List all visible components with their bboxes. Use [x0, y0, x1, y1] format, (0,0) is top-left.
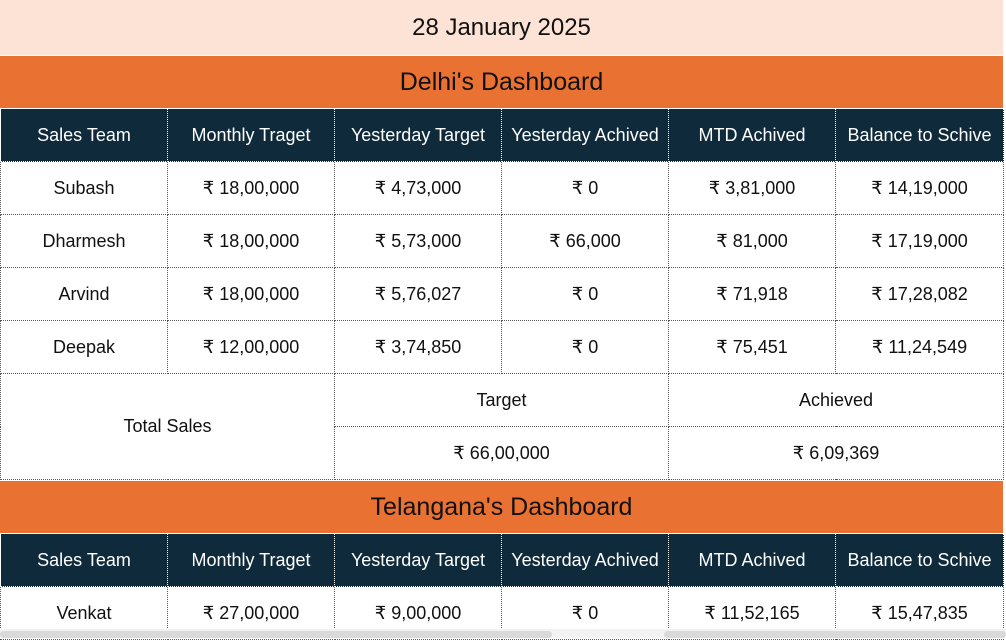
- cell-yesterday-target[interactable]: ₹ 3,74,850: [334, 320, 502, 374]
- delhi-dashboard-title[interactable]: Delhi's Dashboard: [0, 55, 1003, 108]
- table-row: Arvind ₹ 18,00,000 ₹ 5,76,027 ₹ 0 ₹ 71,9…: [0, 267, 1004, 321]
- header-sales-team[interactable]: Sales Team: [0, 108, 168, 162]
- total-sales-label[interactable]: Total Sales: [0, 373, 335, 480]
- cell-balance[interactable]: ₹ 14,19,000: [835, 161, 1004, 215]
- header-yesterday-target[interactable]: Yesterday Target: [334, 108, 502, 162]
- total-target-label[interactable]: Target: [334, 373, 669, 427]
- header-monthly-target[interactable]: Monthly Traget: [167, 108, 335, 162]
- total-sales-row: Total Sales Target Achieved: [0, 373, 1004, 480]
- cell-sales-team[interactable]: Dharmesh: [0, 214, 168, 268]
- cell-balance[interactable]: ₹ 11,24,549: [835, 320, 1004, 374]
- cell-monthly-target[interactable]: ₹ 18,00,000: [167, 214, 335, 268]
- cell-mtd-achieved[interactable]: ₹ 3,81,000: [668, 161, 836, 215]
- cell-yesterday-achieved[interactable]: ₹ 66,000: [501, 214, 669, 268]
- header-balance[interactable]: Balance to Schive: [835, 533, 1004, 587]
- cell-monthly-target[interactable]: ₹ 18,00,000: [167, 161, 335, 215]
- total-target-value[interactable]: ₹ 66,00,000: [334, 426, 669, 480]
- total-values-row: ₹ 66,00,000 ₹ 6,09,369: [1, 426, 1004, 480]
- cell-sales-team[interactable]: Deepak: [0, 320, 168, 374]
- cell-mtd-achieved[interactable]: ₹ 81,000: [668, 214, 836, 268]
- delhi-sales-table: Sales Team Monthly Traget Yesterday Targ…: [0, 108, 1004, 480]
- header-mtd-achieved[interactable]: MTD Achived: [668, 108, 836, 162]
- header-mtd-achieved[interactable]: MTD Achived: [668, 533, 836, 587]
- cell-balance[interactable]: ₹ 17,19,000: [835, 214, 1004, 268]
- cell-sales-team[interactable]: Subash: [0, 161, 168, 215]
- cell-yesterday-target[interactable]: ₹ 4,73,000: [334, 161, 502, 215]
- header-yesterday-achieved[interactable]: Yesterday Achived: [501, 533, 669, 587]
- telangana-dashboard-title[interactable]: Telangana's Dashboard: [0, 480, 1003, 533]
- header-balance[interactable]: Balance to Schive: [835, 108, 1004, 162]
- horizontal-scrollbar-segment[interactable]: [664, 631, 1006, 638]
- cell-monthly-target[interactable]: ₹ 18,00,000: [167, 267, 335, 321]
- report-date[interactable]: 28 January 2025: [0, 0, 1003, 55]
- header-yesterday-target[interactable]: Yesterday Target: [334, 533, 502, 587]
- telangana-header-row: Sales Team Monthly Traget Yesterday Targ…: [0, 533, 1004, 587]
- cell-yesterday-achieved[interactable]: ₹ 0: [501, 161, 669, 215]
- table-row: Dharmesh ₹ 18,00,000 ₹ 5,73,000 ₹ 66,000…: [0, 214, 1004, 268]
- table-row: Subash ₹ 18,00,000 ₹ 4,73,000 ₹ 0 ₹ 3,81…: [0, 161, 1004, 215]
- cell-mtd-achieved[interactable]: ₹ 75,451: [668, 320, 836, 374]
- horizontal-scrollbar-thumb[interactable]: [0, 631, 552, 638]
- telangana-sales-table: Sales Team Monthly Traget Yesterday Targ…: [0, 533, 1004, 640]
- total-achieved-value[interactable]: ₹ 6,09,369: [668, 426, 1004, 480]
- cell-yesterday-target[interactable]: ₹ 5,73,000: [334, 214, 502, 268]
- cell-mtd-achieved[interactable]: ₹ 71,918: [668, 267, 836, 321]
- cell-yesterday-achieved[interactable]: ₹ 0: [501, 320, 669, 374]
- cell-yesterday-target[interactable]: ₹ 5,76,027: [334, 267, 502, 321]
- cell-yesterday-achieved[interactable]: ₹ 0: [501, 267, 669, 321]
- delhi-header-row: Sales Team Monthly Traget Yesterday Targ…: [0, 108, 1004, 162]
- header-sales-team[interactable]: Sales Team: [0, 533, 168, 587]
- header-yesterday-achieved[interactable]: Yesterday Achived: [501, 108, 669, 162]
- table-row: Deepak ₹ 12,00,000 ₹ 3,74,850 ₹ 0 ₹ 75,4…: [0, 320, 1004, 374]
- cell-sales-team[interactable]: Arvind: [0, 267, 168, 321]
- header-monthly-target[interactable]: Monthly Traget: [167, 533, 335, 587]
- total-achieved-label[interactable]: Achieved: [668, 373, 1004, 427]
- cell-balance[interactable]: ₹ 17,28,082: [835, 267, 1004, 321]
- cell-monthly-target[interactable]: ₹ 12,00,000: [167, 320, 335, 374]
